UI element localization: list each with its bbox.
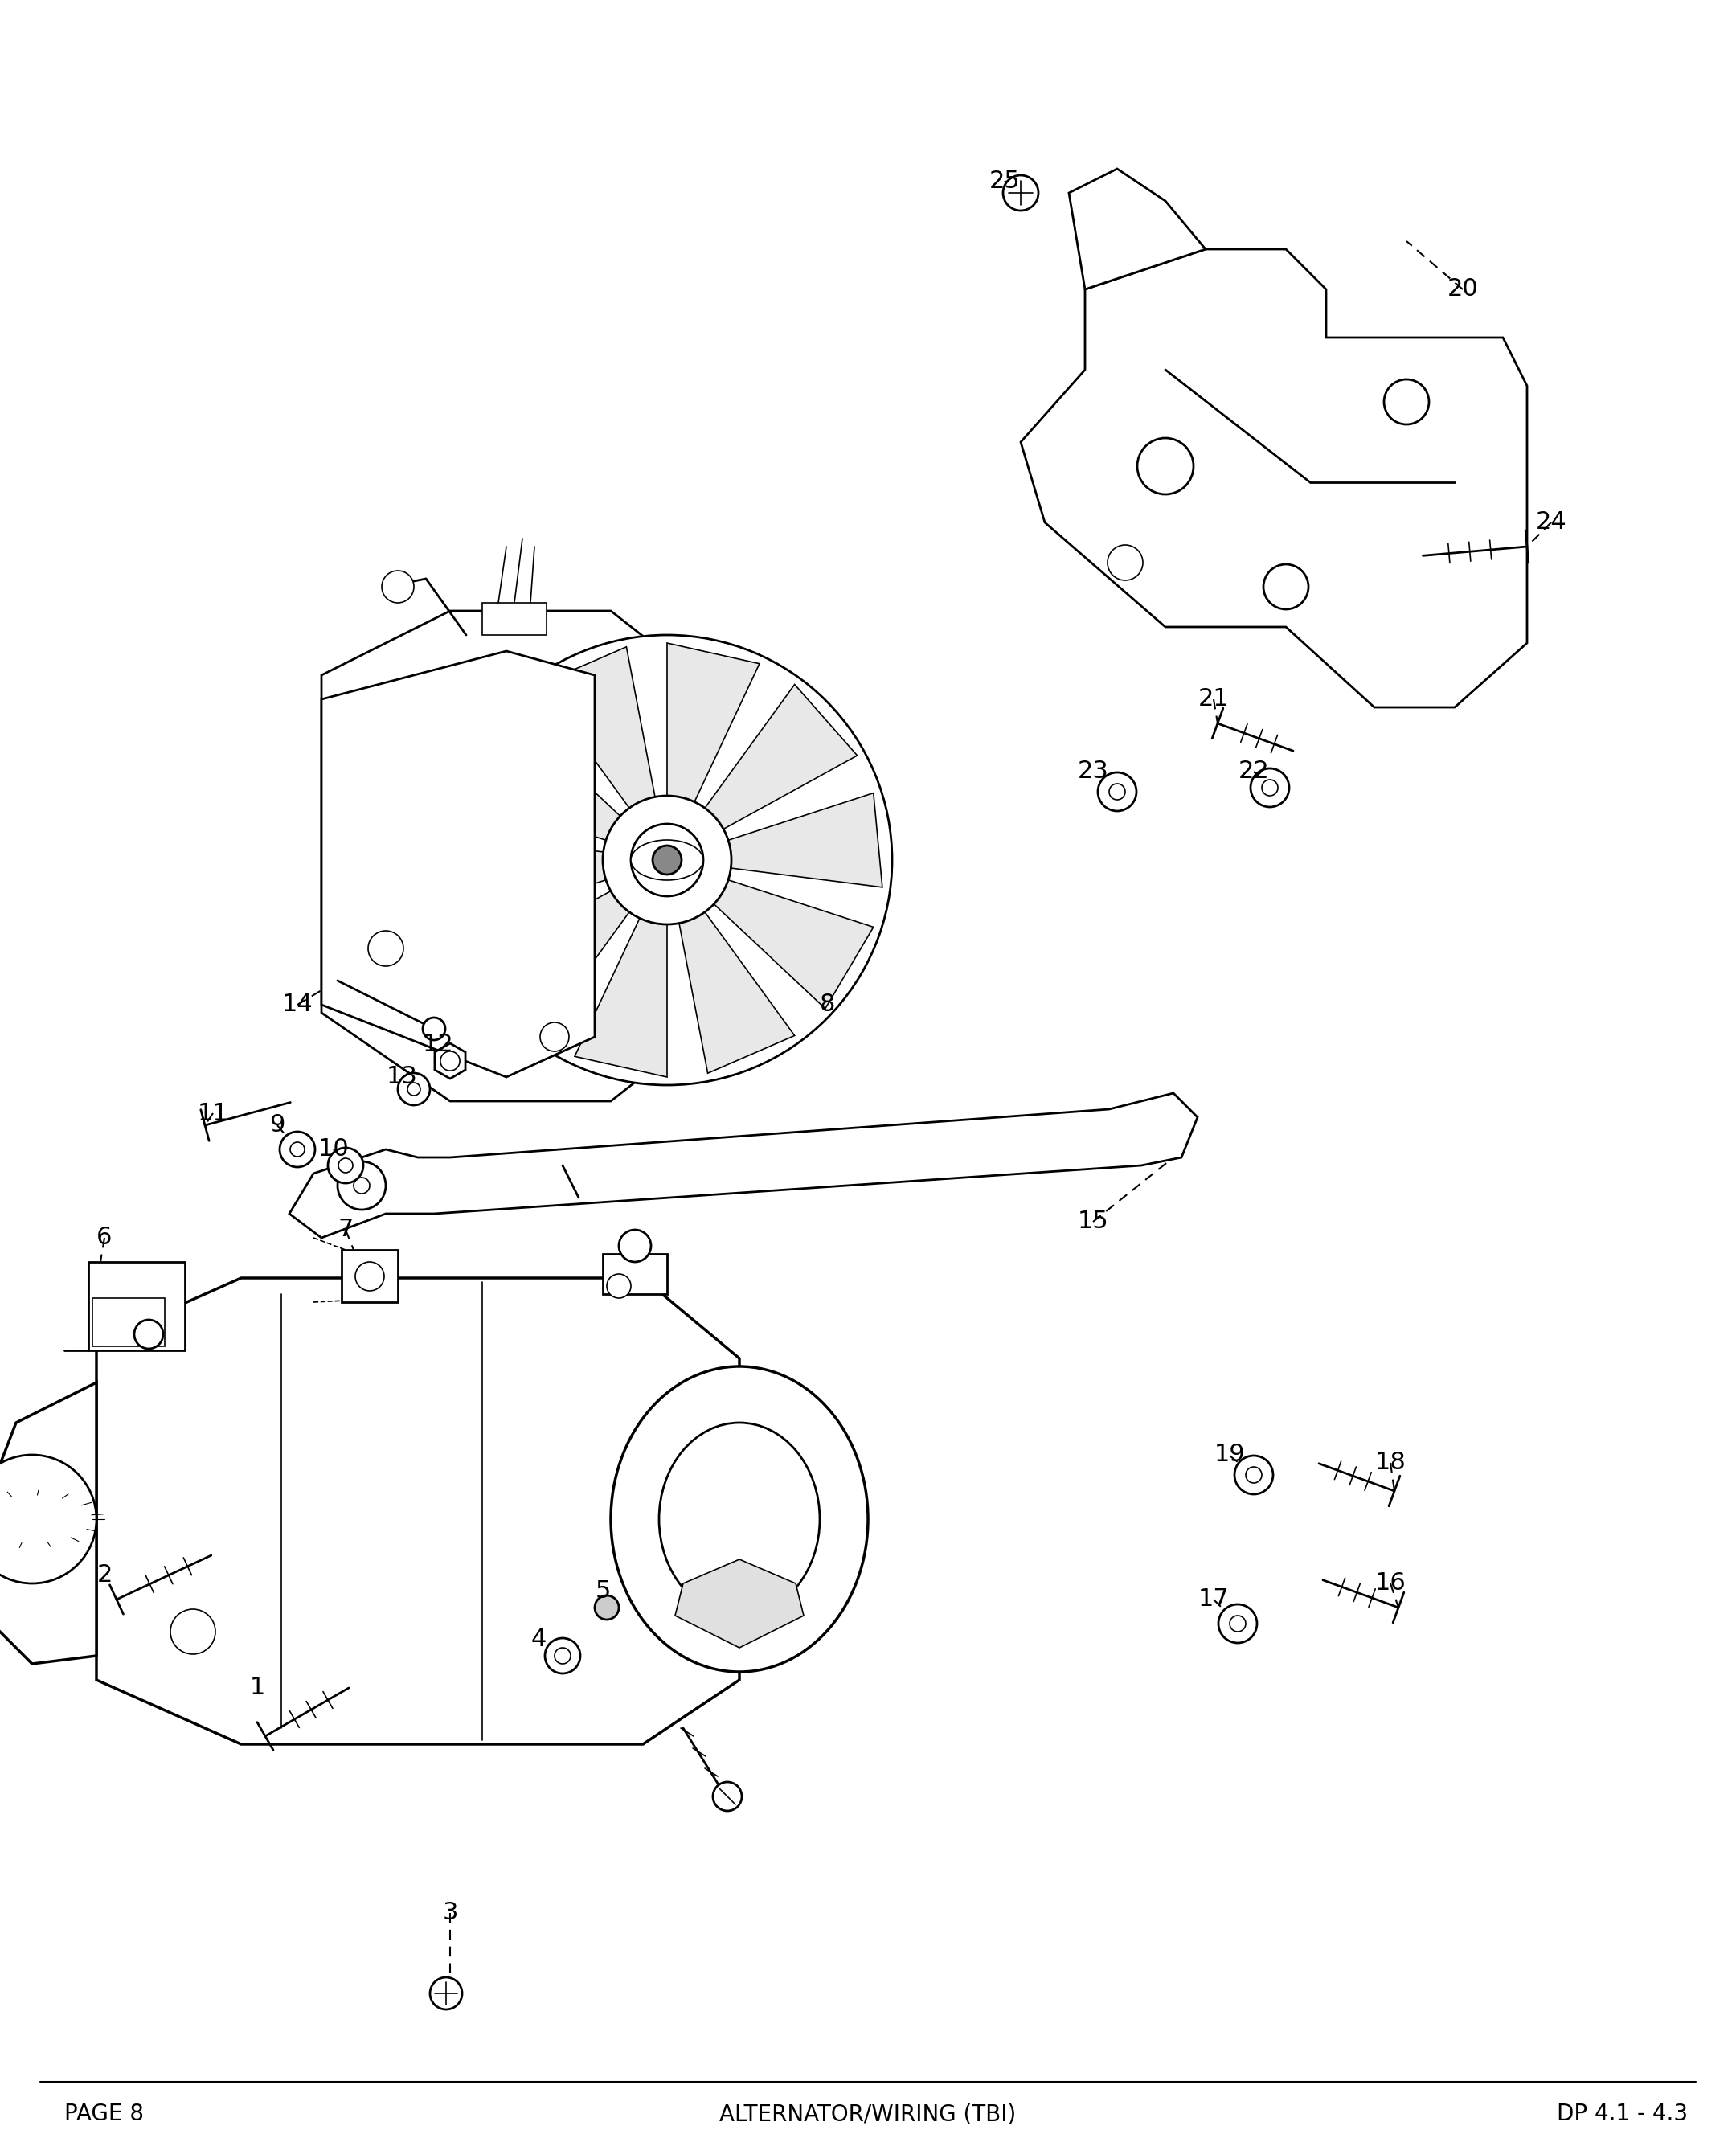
Text: 9: 9 bbox=[269, 1114, 285, 1137]
Text: 6: 6 bbox=[97, 1227, 113, 1250]
Circle shape bbox=[595, 1595, 618, 1619]
Circle shape bbox=[424, 1018, 444, 1039]
Ellipse shape bbox=[660, 1423, 819, 1615]
Circle shape bbox=[630, 824, 703, 897]
Circle shape bbox=[545, 1638, 580, 1674]
Circle shape bbox=[713, 1783, 741, 1810]
Text: 23: 23 bbox=[1078, 760, 1109, 784]
Circle shape bbox=[354, 1178, 370, 1193]
Text: 21: 21 bbox=[1198, 688, 1229, 711]
Text: 14: 14 bbox=[281, 993, 312, 1016]
Polygon shape bbox=[0, 1382, 97, 1664]
Text: 11: 11 bbox=[198, 1101, 229, 1125]
Circle shape bbox=[1262, 780, 1278, 797]
Circle shape bbox=[290, 1142, 304, 1157]
Polygon shape bbox=[1069, 168, 1205, 290]
Polygon shape bbox=[1021, 249, 1528, 707]
Circle shape bbox=[653, 846, 682, 875]
Circle shape bbox=[443, 635, 892, 1084]
Circle shape bbox=[1234, 1455, 1272, 1495]
Circle shape bbox=[441, 1052, 460, 1071]
Circle shape bbox=[608, 1274, 630, 1297]
Text: 2: 2 bbox=[97, 1563, 113, 1587]
Circle shape bbox=[602, 797, 731, 924]
Bar bbox=[92, 1297, 165, 1346]
Ellipse shape bbox=[630, 839, 703, 880]
Text: 15: 15 bbox=[1078, 1210, 1109, 1233]
Text: 20: 20 bbox=[1448, 277, 1479, 300]
Circle shape bbox=[398, 1074, 431, 1105]
Text: 12: 12 bbox=[422, 1033, 453, 1056]
Text: 1: 1 bbox=[250, 1676, 266, 1700]
Circle shape bbox=[1384, 379, 1429, 424]
Text: 22: 22 bbox=[1238, 760, 1269, 784]
Polygon shape bbox=[451, 833, 606, 927]
Polygon shape bbox=[727, 792, 882, 888]
Circle shape bbox=[356, 1261, 384, 1291]
Polygon shape bbox=[705, 684, 858, 829]
Polygon shape bbox=[321, 611, 724, 1101]
Polygon shape bbox=[713, 880, 873, 1010]
Polygon shape bbox=[477, 890, 628, 1035]
Text: PAGE 8: PAGE 8 bbox=[64, 2102, 144, 2126]
Polygon shape bbox=[97, 1278, 740, 1744]
Polygon shape bbox=[321, 652, 595, 1078]
Text: 18: 18 bbox=[1375, 1451, 1406, 1474]
Polygon shape bbox=[675, 1559, 804, 1649]
Text: 5: 5 bbox=[595, 1580, 611, 1604]
Text: ALTERNATOR/WIRING (TBI): ALTERNATOR/WIRING (TBI) bbox=[720, 2102, 1016, 2126]
Bar bbox=[342, 1250, 398, 1301]
Polygon shape bbox=[290, 1093, 1198, 1238]
Text: 8: 8 bbox=[819, 993, 835, 1016]
Circle shape bbox=[279, 1131, 314, 1167]
Polygon shape bbox=[575, 918, 667, 1078]
Text: DP 4.1 - 4.3: DP 4.1 - 4.3 bbox=[1557, 2102, 1687, 2126]
Circle shape bbox=[1109, 784, 1125, 799]
Circle shape bbox=[328, 1148, 363, 1182]
Circle shape bbox=[0, 1455, 97, 1583]
Circle shape bbox=[1003, 175, 1038, 211]
Polygon shape bbox=[679, 912, 795, 1074]
Polygon shape bbox=[667, 643, 759, 801]
Circle shape bbox=[1264, 564, 1309, 609]
Text: 24: 24 bbox=[1536, 511, 1566, 535]
Text: 4: 4 bbox=[531, 1627, 547, 1651]
Text: 10: 10 bbox=[318, 1137, 349, 1161]
Polygon shape bbox=[434, 1044, 465, 1078]
Bar bbox=[602, 1255, 667, 1295]
Circle shape bbox=[339, 1159, 352, 1174]
Text: 7: 7 bbox=[339, 1218, 354, 1242]
Circle shape bbox=[1219, 1604, 1257, 1642]
Text: 3: 3 bbox=[443, 1902, 458, 1926]
Circle shape bbox=[368, 931, 403, 967]
Bar bbox=[483, 603, 547, 635]
Text: 19: 19 bbox=[1213, 1444, 1245, 1465]
Circle shape bbox=[431, 1977, 462, 2009]
Bar bbox=[89, 1261, 184, 1350]
Circle shape bbox=[1108, 545, 1142, 579]
Circle shape bbox=[554, 1649, 571, 1664]
Circle shape bbox=[1097, 773, 1137, 812]
Text: 13: 13 bbox=[385, 1065, 417, 1088]
Text: 16: 16 bbox=[1375, 1572, 1406, 1595]
Circle shape bbox=[1250, 769, 1290, 807]
Text: 25: 25 bbox=[990, 168, 1021, 192]
Circle shape bbox=[1246, 1468, 1262, 1482]
Polygon shape bbox=[460, 711, 620, 839]
Circle shape bbox=[540, 1022, 569, 1052]
Circle shape bbox=[408, 1082, 420, 1095]
Circle shape bbox=[337, 1161, 385, 1210]
Circle shape bbox=[1137, 439, 1194, 494]
Text: 17: 17 bbox=[1198, 1587, 1229, 1610]
Polygon shape bbox=[540, 648, 654, 807]
Circle shape bbox=[170, 1608, 215, 1655]
Circle shape bbox=[382, 571, 413, 603]
Circle shape bbox=[618, 1229, 651, 1261]
Circle shape bbox=[134, 1321, 163, 1348]
Ellipse shape bbox=[611, 1367, 868, 1672]
Circle shape bbox=[1229, 1615, 1246, 1632]
